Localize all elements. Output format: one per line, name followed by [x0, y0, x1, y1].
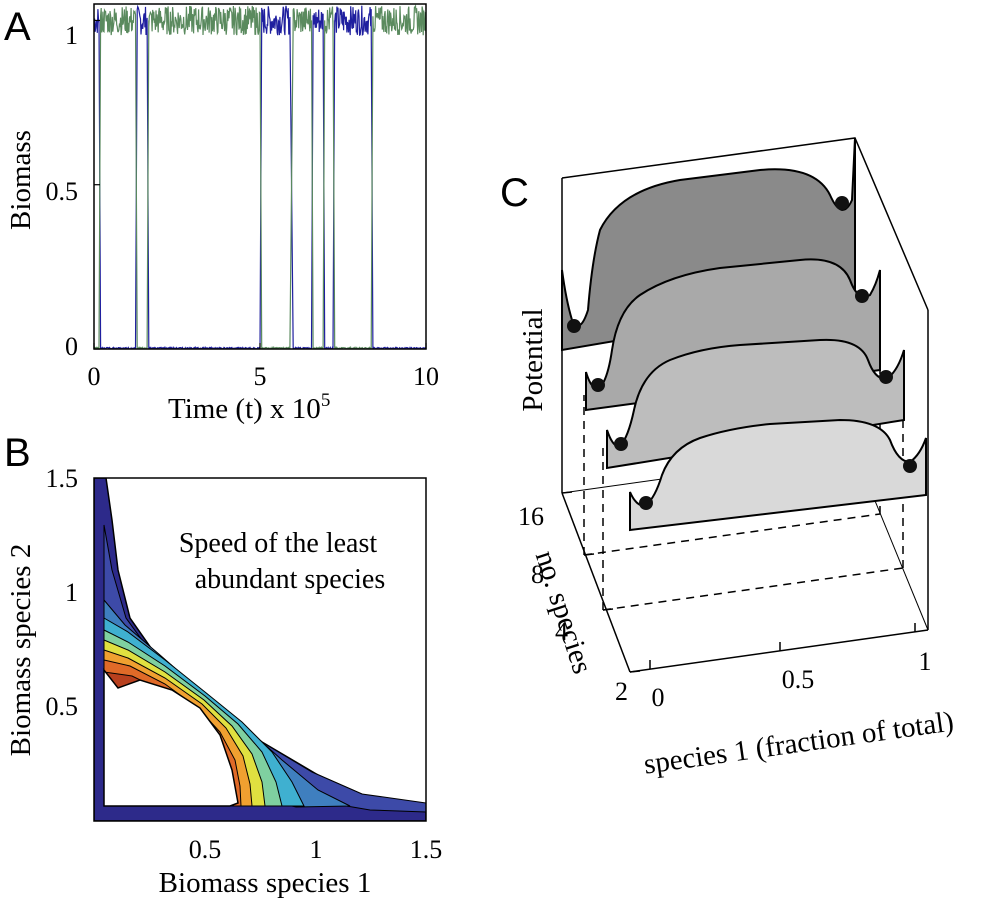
panel-c: C: [500, 137, 956, 781]
b-xtick-1: 1: [310, 835, 323, 864]
panel-c-letter: C: [500, 171, 529, 215]
c-ytick-16: 16: [518, 502, 544, 531]
a-ytick-0: 0: [65, 332, 78, 361]
c-xtick-05: 0.5: [782, 665, 815, 694]
c-tick-mark-2: [629, 670, 641, 673]
b-ytick-0: 0.5: [46, 692, 79, 721]
b-xtick-0: 0.5: [189, 835, 222, 864]
panel-b: B Speed of the least abundant species 0.…: [4, 431, 442, 899]
panel-a-ticks: [93, 19, 427, 350]
panel-a: A 0 0.5 1 0 5 10 Biomass Time (t) x 105: [4, 3, 439, 425]
c-ball-16-left: [567, 319, 581, 333]
c-guide-8: [583, 513, 881, 556]
panel-b-frame: [93, 477, 427, 822]
c-ylabel: no. species: [529, 547, 599, 678]
c-box-floor-front: [629, 629, 929, 673]
c-box-floor-left: [561, 492, 631, 673]
c-potential-4: [606, 338, 905, 470]
c-ball-2-right: [903, 459, 917, 473]
panel-a-letter: A: [4, 5, 31, 49]
c-axis-ticks: [561, 491, 916, 673]
c-tick-mark-8: [583, 553, 595, 556]
c-xtick-1: 1: [919, 647, 932, 676]
contour-slow-region: [103, 667, 239, 807]
a-ylabel: Biomass: [5, 130, 37, 230]
a-ytick-2: 1: [65, 21, 78, 50]
series-line-2: [94, 4, 426, 349]
a-ytick-1: 0.5: [46, 177, 79, 206]
panel-b-letter: B: [4, 431, 31, 475]
c-tick-mark-4: [602, 608, 614, 611]
c-ytick-2: 2: [615, 677, 628, 706]
c-ball-8-right: [855, 289, 869, 303]
b-ytick-1: 1: [65, 578, 78, 607]
a-xtick-1: 5: [254, 362, 267, 391]
c-ytick-4: 4: [555, 617, 568, 646]
b-xlabel: Biomass species 1: [159, 867, 372, 899]
a-xlabel-main: Time (t) x 10: [168, 393, 321, 425]
c-xlabel: species 1 (fraction of total): [642, 706, 956, 781]
panel-b-plot-area: [94, 478, 426, 821]
b-annotation-line-1: Speed of the least: [179, 528, 377, 559]
a-xtick-2: 10: [413, 362, 439, 391]
b-ylabel: Biomass species 2: [5, 544, 37, 757]
c-guide-4: [602, 567, 904, 611]
c-potential-2: [629, 418, 927, 532]
c-ytick-8: 8: [531, 560, 544, 589]
a-xlabel-exponent: 5: [321, 390, 331, 411]
b-ytick-2: 1.5: [46, 464, 79, 493]
c-tick-mark-16: [561, 491, 573, 494]
a-xtick-0: 0: [88, 362, 101, 391]
b-annotation-line-2: abundant species: [195, 564, 386, 595]
c-ball-4-right: [879, 370, 893, 384]
b-xtick-2: 1.5: [410, 835, 443, 864]
c-zlabel: Potential: [517, 308, 549, 411]
c-ball-8-left: [591, 378, 605, 392]
c-xtick-0: 0: [652, 683, 665, 712]
c-ball-4-left: [614, 437, 628, 451]
a-xlabel: Time (t) x 105: [168, 390, 330, 425]
c-ball-2-left: [639, 496, 653, 510]
panel-a-plot-area: [94, 4, 426, 349]
c-ball-16-right: [835, 196, 849, 210]
